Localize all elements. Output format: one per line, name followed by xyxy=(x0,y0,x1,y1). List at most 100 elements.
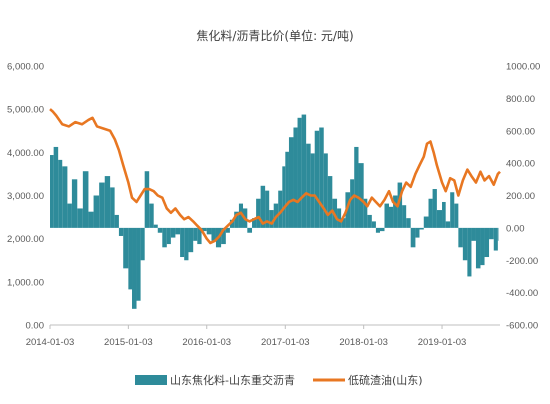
bar xyxy=(123,227,129,269)
line-series-path xyxy=(49,108,501,245)
y-left-tick-label: 1,000.00 xyxy=(7,277,44,288)
bar xyxy=(493,227,498,251)
bar xyxy=(454,203,459,228)
x-tick-label: 2018-01-03 xyxy=(339,337,388,348)
y-left-tick-label: 5,000.00 xyxy=(7,105,44,116)
bar xyxy=(341,218,346,228)
bar xyxy=(389,206,394,228)
bar xyxy=(484,227,490,258)
bar xyxy=(238,203,244,228)
bar xyxy=(371,221,376,228)
bar xyxy=(206,227,212,235)
bar xyxy=(118,227,124,236)
bar xyxy=(128,227,133,290)
chart-title: 焦化料/沥青比价(单位: 元/吨) xyxy=(196,28,353,43)
bar xyxy=(384,203,389,228)
bar xyxy=(458,227,463,248)
bar xyxy=(140,227,145,261)
bar xyxy=(71,179,78,228)
bar xyxy=(471,227,476,241)
bar xyxy=(423,216,429,228)
bar xyxy=(180,227,185,258)
y-left-tick-label: 3,000.00 xyxy=(7,191,44,202)
bar xyxy=(162,227,167,248)
bar xyxy=(229,219,235,228)
bar xyxy=(415,227,420,238)
x-tick-label: 2019-01-03 xyxy=(418,337,467,348)
bar xyxy=(350,179,355,228)
bar xyxy=(184,227,189,261)
bar xyxy=(282,166,286,228)
bar xyxy=(50,155,54,228)
bar xyxy=(462,227,468,261)
bar xyxy=(62,166,68,228)
bar xyxy=(363,198,368,228)
legend-bar-label: 山东焦化料-山东重交沥青 xyxy=(170,373,295,387)
bar xyxy=(132,227,137,309)
bar xyxy=(256,198,261,228)
bar xyxy=(221,227,226,245)
y-left-tick-label: 2,000.00 xyxy=(7,234,44,245)
bar xyxy=(293,127,298,228)
bar xyxy=(393,195,398,228)
bar xyxy=(269,210,274,228)
bar xyxy=(323,153,328,228)
bar xyxy=(265,190,270,228)
y-right-tick-label: 800.00 xyxy=(506,94,535,105)
bar xyxy=(93,195,100,228)
y-left-tick-label: 4,000.00 xyxy=(7,148,44,159)
bar xyxy=(375,227,380,233)
y-right-tick-label: 200.00 xyxy=(506,191,535,202)
y-right-axis-ticks: 1000.00 800.00 600.00 400.00 200.00 0.00 -200.… xyxy=(506,62,540,332)
bar xyxy=(354,146,359,228)
bar xyxy=(310,153,315,228)
x-tick-label: 2014-01-03 xyxy=(26,337,75,348)
bar xyxy=(288,137,294,228)
bar xyxy=(450,192,455,228)
bar xyxy=(475,227,481,269)
bar xyxy=(402,205,407,228)
bar xyxy=(211,227,216,241)
bar xyxy=(157,227,163,233)
y-right-tick-label: -400.00 xyxy=(506,288,538,299)
x-tick-label: 2016-01-03 xyxy=(182,337,231,348)
bar xyxy=(88,211,94,228)
bar xyxy=(319,127,324,228)
bar xyxy=(197,227,202,245)
bar xyxy=(467,227,472,277)
bar xyxy=(188,227,194,253)
bar xyxy=(397,182,403,228)
bar xyxy=(337,208,342,228)
bar xyxy=(67,203,72,228)
bar xyxy=(297,117,302,228)
y-right-tick-label: -200.00 xyxy=(506,256,538,267)
bar xyxy=(419,227,424,230)
bar xyxy=(170,227,176,238)
bar xyxy=(260,185,266,228)
bar xyxy=(406,218,411,228)
bar xyxy=(201,227,207,232)
bar xyxy=(234,211,239,228)
y-left-tick-label: 6,000.00 xyxy=(7,62,44,73)
bar xyxy=(225,227,230,233)
bar xyxy=(428,198,433,228)
bar xyxy=(327,176,333,228)
y-right-tick-label: 600.00 xyxy=(506,126,535,137)
bar xyxy=(442,201,446,228)
bar xyxy=(358,163,364,228)
bar xyxy=(432,189,437,228)
bar xyxy=(278,190,283,228)
bar xyxy=(53,146,59,228)
bar xyxy=(175,227,181,235)
y-right-tick-label: 400.00 xyxy=(506,159,535,170)
bar xyxy=(193,227,198,241)
bar xyxy=(489,227,494,240)
bar xyxy=(480,227,485,266)
bar xyxy=(285,151,289,228)
bar xyxy=(58,159,63,228)
y-left-axis-ticks: 6,000.00 5,000.00 4,000.00 3,000.00 2,000.00… xyxy=(7,62,44,332)
bar xyxy=(114,214,119,228)
bar xyxy=(497,227,499,241)
legend: 山东焦化料-山东重交沥青 低硫渣油(山东) xyxy=(135,373,423,387)
